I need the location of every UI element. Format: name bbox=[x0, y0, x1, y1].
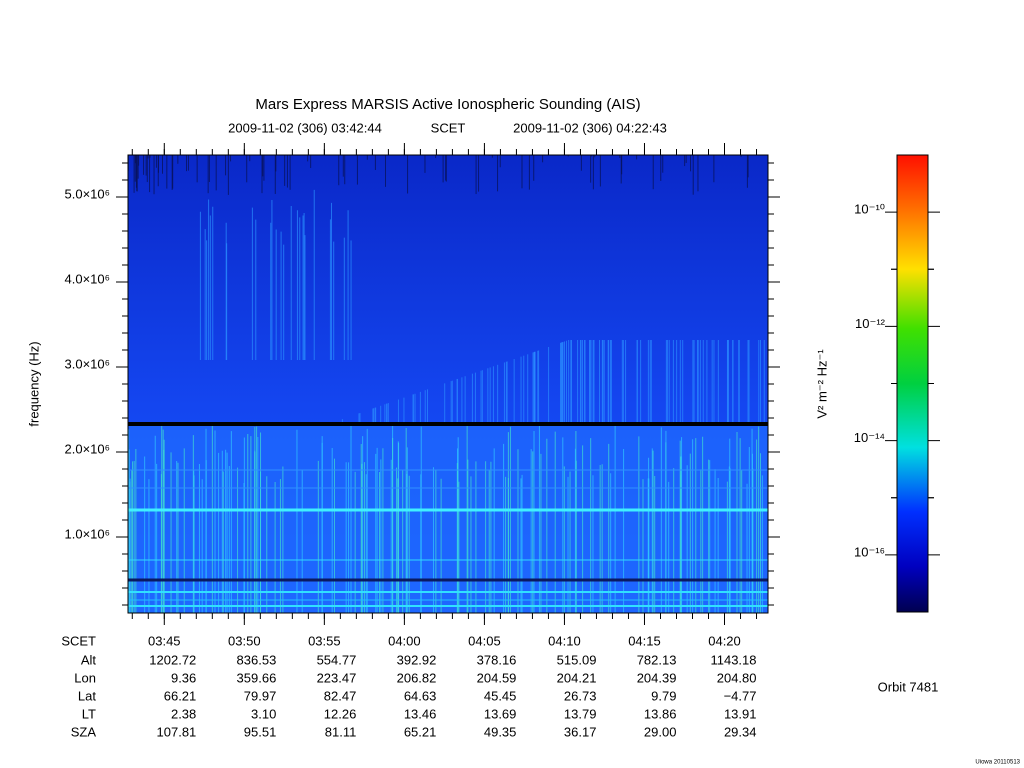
ephemeris-value: 107.81 bbox=[157, 724, 197, 739]
ephemeris-value: 9.36 bbox=[171, 670, 196, 685]
subtitle-start: 2009-11-02 (306) 03:42:44 bbox=[228, 120, 382, 135]
footer: Uiowa 20110513 bbox=[975, 760, 1020, 766]
ephemeris-value: 12.26 bbox=[324, 706, 357, 721]
ephemeris-value: 836.53 bbox=[237, 652, 277, 667]
ephemeris-value: 82.47 bbox=[324, 688, 357, 703]
ephemeris-value: 36.17 bbox=[564, 724, 597, 739]
lower-band bbox=[128, 424, 768, 613]
colorbar-tick-label: 10⁻¹⁴ bbox=[854, 430, 885, 445]
y-tick-label: 2.0×10⁶ bbox=[65, 441, 110, 456]
x-tick-label: 03:50 bbox=[228, 633, 261, 648]
colorbar-tick-label: 10⁻¹² bbox=[855, 316, 886, 331]
ephemeris-value: −4.77 bbox=[724, 688, 757, 703]
subtitle-mid: SCET bbox=[431, 120, 466, 135]
ephemeris-label: SCET bbox=[61, 633, 96, 648]
ephemeris-value: 378.16 bbox=[477, 652, 517, 667]
colorbar-tick-label: 10⁻¹⁰ bbox=[854, 202, 885, 217]
colorbar bbox=[896, 154, 929, 613]
ephemeris-value: 782.13 bbox=[637, 652, 677, 667]
x-tick-label: 03:45 bbox=[148, 633, 181, 648]
colorbar-tick-label: 10⁻¹⁶ bbox=[854, 544, 885, 559]
ephemeris-value: 29.34 bbox=[724, 724, 757, 739]
ephemeris-value: 26.73 bbox=[564, 688, 597, 703]
y-tick-label: 5.0×10⁶ bbox=[65, 186, 110, 201]
ephemeris-value: 204.21 bbox=[557, 670, 597, 685]
ephemeris-value: 66.21 bbox=[164, 688, 197, 703]
ephemeris-value: 223.47 bbox=[317, 670, 357, 685]
y-tick-label: 1.0×10⁶ bbox=[65, 526, 110, 541]
ephemeris-value: 13.91 bbox=[724, 706, 757, 721]
ephemeris-label: Lon bbox=[74, 670, 96, 685]
ephemeris-value: 45.45 bbox=[484, 688, 517, 703]
subtitle-end: 2009-11-02 (306) 04:22:43 bbox=[513, 120, 667, 135]
ephemeris-value: 81.11 bbox=[325, 724, 357, 739]
ephemeris-value: 206.82 bbox=[397, 670, 437, 685]
ephemeris-value: 29.00 bbox=[644, 724, 677, 739]
y-tick-label: 4.0×10⁶ bbox=[65, 271, 110, 286]
ephemeris-value: 392.92 bbox=[397, 652, 437, 667]
x-tick-label: 04:20 bbox=[708, 633, 741, 648]
ephemeris-value: 13.46 bbox=[404, 706, 437, 721]
ephemeris-label: Alt bbox=[81, 652, 97, 667]
ephemeris-value: 9.79 bbox=[651, 688, 676, 703]
ephemeris-value: 1202.72 bbox=[149, 652, 196, 667]
orbit-label: Orbit 7481 bbox=[878, 679, 939, 694]
ephemeris-value: 95.51 bbox=[244, 724, 277, 739]
x-tick-label: 04:00 bbox=[388, 633, 421, 648]
ephemeris-label: SZA bbox=[71, 724, 97, 739]
ephemeris-value: 64.63 bbox=[404, 688, 437, 703]
colorbar-label: V² m⁻² Hz⁻¹ bbox=[814, 349, 829, 419]
ephemeris-value: 13.86 bbox=[644, 706, 677, 721]
ephemeris-value: 79.97 bbox=[244, 688, 277, 703]
ephemeris-value: 49.35 bbox=[484, 724, 517, 739]
x-tick-label: 04:05 bbox=[468, 633, 501, 648]
ephemeris-value: 2.38 bbox=[171, 706, 196, 721]
ephemeris-value: 3.10 bbox=[251, 706, 276, 721]
ephemeris-value: 515.09 bbox=[557, 652, 597, 667]
spectrogram bbox=[127, 154, 769, 614]
ephemeris-value: 1143.18 bbox=[710, 652, 756, 667]
ephemeris-value: 13.79 bbox=[564, 706, 597, 721]
y-axis-label: frequency (Hz) bbox=[26, 341, 41, 426]
ephemeris-label: LT bbox=[82, 706, 96, 721]
x-tick-label: 04:10 bbox=[548, 633, 581, 648]
ephemeris-value: 204.59 bbox=[477, 670, 517, 685]
y-tick-label: 3.0×10⁶ bbox=[65, 356, 110, 371]
ephemeris-value: 359.66 bbox=[237, 670, 277, 685]
ephemeris-value: 554.77 bbox=[317, 652, 357, 667]
ephemeris-value: 204.80 bbox=[717, 670, 757, 685]
x-tick-label: 04:15 bbox=[628, 633, 661, 648]
ephemeris-value: 204.39 bbox=[637, 670, 677, 685]
chart-title: Mars Express MARSIS Active Ionospheric S… bbox=[255, 96, 640, 113]
x-tick-label: 03:55 bbox=[308, 633, 341, 648]
ephemeris-label: Lat bbox=[78, 688, 96, 703]
ephemeris-value: 13.69 bbox=[484, 706, 517, 721]
ephemeris-value: 65.21 bbox=[404, 724, 437, 739]
